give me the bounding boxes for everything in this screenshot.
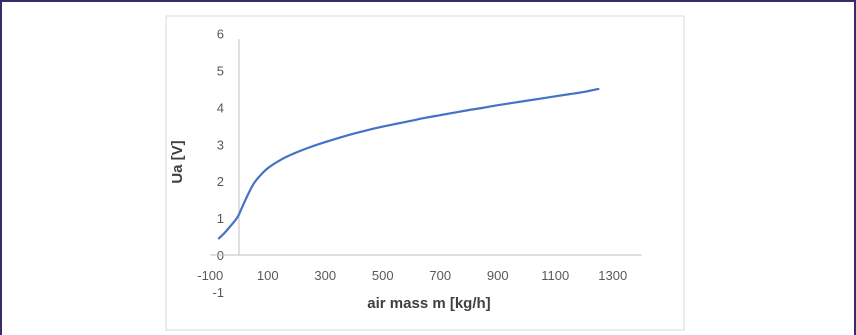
y-tick-label: 3 [217, 137, 224, 152]
x-tick-label: 300 [314, 268, 336, 283]
y-tick-label: 2 [217, 174, 224, 189]
y-tick-label: 6 [217, 27, 224, 42]
x-tick-label: 100 [257, 268, 279, 283]
x-axis-label: air mass m [kg/h] [367, 295, 490, 312]
y-tick-label: 1 [217, 211, 224, 226]
series-layer [217, 87, 600, 240]
series-line [217, 87, 600, 240]
x-tick-label: -100 [197, 268, 223, 283]
x-tick-label: 900 [487, 268, 509, 283]
x-tick-label: 500 [372, 268, 394, 283]
x-tick-label: 700 [429, 268, 451, 283]
chart-area-border [165, 15, 685, 331]
top-divider [0, 0, 856, 2]
y-tick-label: -1 [212, 285, 224, 300]
y-tick-label: 5 [217, 64, 224, 79]
x-tick-label: 1100 [541, 268, 569, 283]
x-tick-label: 1300 [598, 268, 627, 283]
y-axis-label: Ua [V] [169, 140, 186, 183]
y-tick-label: 4 [217, 100, 224, 115]
x-tick-labels: -100 100 300 500 700 900 1100 1300 [197, 268, 627, 283]
